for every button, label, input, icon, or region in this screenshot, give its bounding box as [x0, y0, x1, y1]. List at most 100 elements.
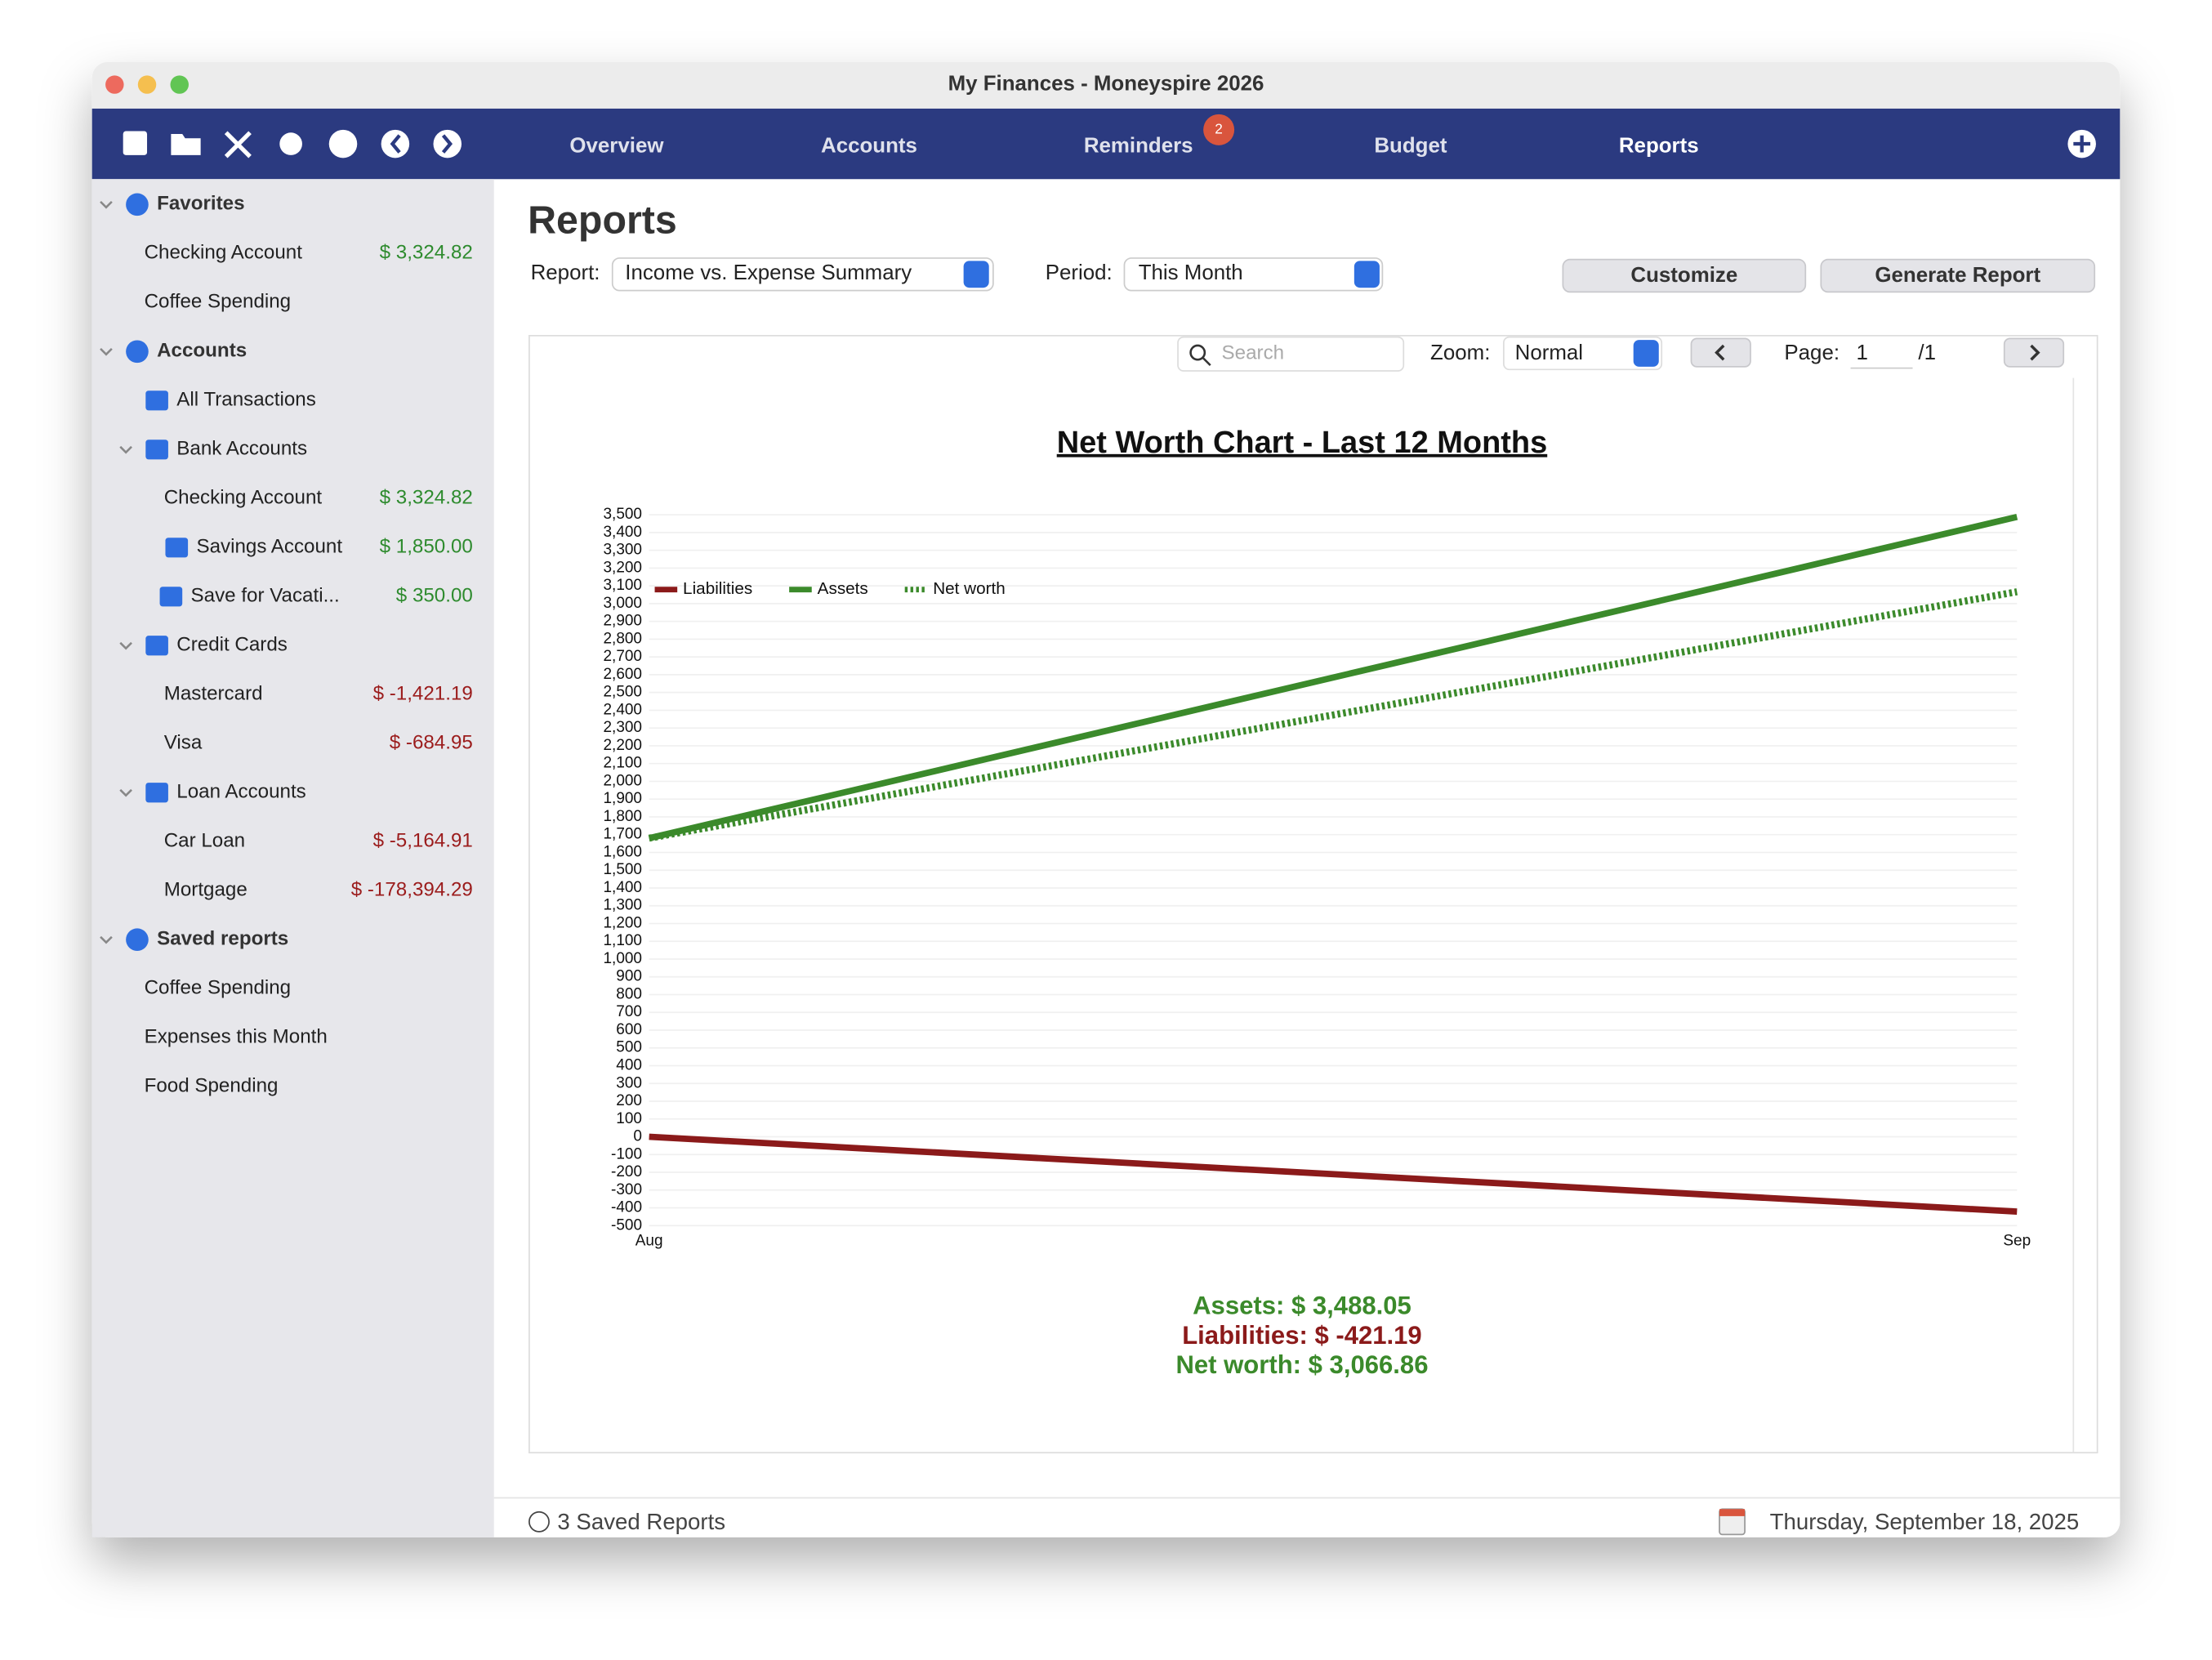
sidebar-item[interactable]: Loan Accounts: [176, 781, 305, 803]
period-value: This Month: [1139, 261, 1243, 284]
y-tick-label: 2,600: [603, 666, 642, 683]
badge: [1203, 114, 1235, 145]
x-tick-label: Sep: [2003, 1232, 2031, 1249]
minimize-button[interactable]: [137, 75, 157, 94]
report-label: Report:: [531, 261, 600, 284]
sidebar-item[interactable]: Mortgage: [164, 879, 248, 901]
disclosure[interactable]: [100, 200, 113, 209]
reminders-badge: 2: [1215, 120, 1223, 136]
data-line: [648, 588, 2018, 842]
sidebar-item[interactable]: Checking Account: [145, 242, 303, 264]
forward-icon[interactable]: [433, 129, 462, 158]
sidebar-item[interactable]: Bank Accounts: [176, 438, 307, 460]
disclosure[interactable]: [119, 641, 132, 650]
nav-background: [91, 108, 2121, 180]
legend-label: Assets: [818, 579, 868, 598]
zoom-popup[interactable]: [1502, 336, 1663, 371]
sidebar-amount: $ -1,421.19: [373, 683, 473, 705]
sidebar-item[interactable]: All Transactions: [176, 389, 316, 411]
page-field[interactable]: 1: [1856, 341, 1867, 364]
sidebar-section[interactable]: Favorites: [157, 193, 244, 215]
y-tick-label: 2,400: [603, 701, 642, 718]
close-button[interactable]: [105, 75, 124, 94]
y-tick-label: -500: [611, 1216, 642, 1234]
sidebar-item[interactable]: Expenses this Month: [145, 1026, 328, 1048]
y-tick-label: 2,000: [603, 772, 642, 789]
generate-button[interactable]: [1820, 258, 2096, 293]
search-placeholder: Search: [1222, 342, 1285, 364]
summary-liabilities: Liabilities: $ -421.19: [1182, 1321, 1422, 1350]
disclosure[interactable]: [100, 935, 113, 944]
y-tick-label: 500: [616, 1039, 642, 1056]
item-icon: [165, 538, 189, 558]
disclosure[interactable]: [119, 788, 132, 797]
period-popup[interactable]: [1123, 257, 1384, 292]
page-total: /1: [1918, 341, 1936, 364]
nav-bar: 2: [91, 108, 2121, 180]
settings-icon[interactable]: [279, 132, 302, 155]
search-field[interactable]: [1177, 336, 1405, 372]
sidebar-amount: $ -178,394.29: [351, 879, 473, 901]
sidebar-amount: $ 1,850.00: [380, 536, 473, 558]
sidebar-item[interactable]: Food Spending: [145, 1075, 279, 1097]
y-tick-label: 700: [616, 1003, 642, 1020]
next-page[interactable]: [2003, 337, 2065, 368]
disclosure[interactable]: [119, 445, 132, 454]
nav-tab[interactable]: Budget: [1374, 134, 1447, 157]
zoom-button[interactable]: [170, 75, 189, 94]
sidebar-item[interactable]: Coffee Spending: [145, 291, 292, 313]
nav-tab[interactable]: Reports: [1619, 134, 1699, 157]
y-tick-label: 2,300: [603, 719, 642, 736]
sidebar-item[interactable]: Mastercard: [164, 683, 263, 705]
help-icon[interactable]: [328, 129, 358, 158]
y-tick-label: -300: [611, 1181, 642, 1198]
y-tick-label: 3,500: [603, 506, 642, 523]
y-tick-label: 2,100: [603, 755, 642, 772]
sidebar-amount: $ 3,324.82: [380, 242, 473, 264]
y-tick-label: 3,100: [603, 577, 642, 594]
y-tick-label: 2,700: [603, 648, 642, 665]
legend-label: Liabilities: [683, 579, 752, 598]
sidebar-item[interactable]: Credit Cards: [176, 634, 288, 656]
item-icon: [145, 636, 168, 656]
y-tick-label: 1,700: [603, 826, 642, 843]
zoom-value: Normal: [1515, 341, 1583, 364]
legend-label: Net worth: [933, 579, 1006, 598]
period-label: Period:: [1046, 261, 1113, 284]
sidebar-item[interactable]: Checking Account: [164, 487, 323, 509]
prev-page[interactable]: [1690, 337, 1751, 368]
open-icon[interactable]: [171, 134, 201, 155]
y-tick-label: 800: [616, 985, 642, 1002]
nav-tab[interactable]: Reminders: [1084, 134, 1193, 157]
y-tick-label: 900: [616, 968, 642, 985]
y-tick-label: 3,300: [603, 542, 642, 559]
sidebar-amount: $ -684.95: [390, 732, 473, 754]
sidebar-item[interactable]: Car Loan: [164, 830, 245, 852]
sidebar-item[interactable]: Save for Vacati...: [191, 585, 340, 607]
section-icon: [126, 340, 149, 364]
y-tick-label: 3,200: [603, 559, 642, 576]
tools-icon[interactable]: [224, 131, 252, 158]
sidebar: [91, 179, 494, 1537]
data-line: [649, 1133, 2018, 1215]
item-icon: [159, 587, 183, 607]
sidebar-item[interactable]: Visa: [164, 732, 203, 754]
y-tick-label: 400: [616, 1057, 642, 1074]
y-tick-label: 2,200: [603, 737, 642, 754]
nav-tab[interactable]: Overview: [569, 134, 664, 157]
y-tick-label: 3,000: [603, 595, 642, 612]
sidebar-section[interactable]: Accounts: [157, 340, 247, 362]
sidebar-section[interactable]: Saved reports: [157, 928, 288, 950]
sidebar-item[interactable]: Coffee Spending: [145, 977, 292, 999]
page-label: Page:: [1784, 341, 1840, 364]
sidebar-amount: $ -5,164.91: [373, 830, 473, 852]
y-tick-label: 1,200: [603, 914, 642, 931]
sidebar-item[interactable]: Savings Account: [196, 536, 342, 558]
save-icon[interactable]: [123, 131, 148, 155]
nav-tab[interactable]: Accounts: [821, 134, 917, 157]
back-icon[interactable]: [381, 129, 410, 158]
report-popup[interactable]: [611, 257, 994, 292]
customize-button[interactable]: [1562, 258, 1807, 293]
disclosure[interactable]: [100, 347, 113, 356]
